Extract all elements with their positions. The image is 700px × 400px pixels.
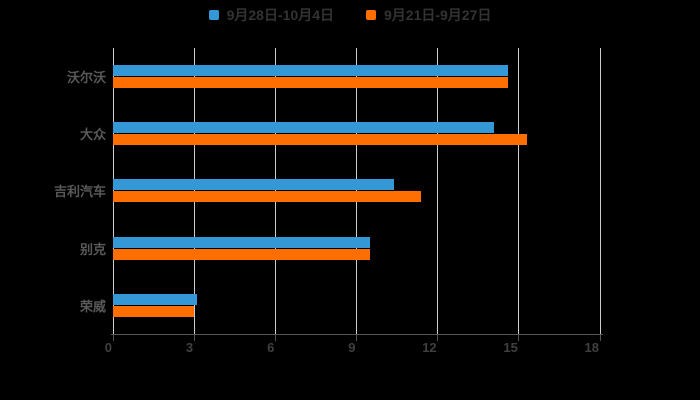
bar-row bbox=[113, 277, 600, 334]
gridline bbox=[518, 48, 520, 334]
gridline bbox=[437, 48, 439, 334]
x-tick-mark bbox=[437, 335, 439, 341]
bar-orange bbox=[113, 134, 527, 146]
x-tick-label: 12 bbox=[422, 340, 437, 355]
legend-marker-orange-icon bbox=[366, 10, 376, 20]
bar-blue bbox=[113, 236, 371, 248]
bar-blue bbox=[113, 293, 197, 305]
x-axis-ticks bbox=[112, 335, 601, 341]
gridline bbox=[356, 48, 357, 334]
category-label: 荣威 bbox=[79, 298, 106, 314]
x-tick-mark bbox=[193, 335, 195, 341]
x-tick-label: 6 bbox=[267, 340, 275, 355]
legend-marker-blue-icon bbox=[208, 10, 219, 20]
bar-orange bbox=[113, 305, 195, 317]
gridline bbox=[274, 48, 276, 334]
bar-row bbox=[113, 48, 600, 105]
x-axis-line bbox=[111, 334, 603, 335]
legend-item-week-current[interactable]: 9月28日-10月4日 bbox=[208, 6, 334, 24]
bar-orange bbox=[113, 248, 371, 260]
category-label: 吉利汽车 bbox=[53, 184, 106, 200]
x-axis-labels: 0 3 6 9 12 15 18 bbox=[105, 340, 600, 356]
bar-blue bbox=[113, 122, 495, 134]
bar-row bbox=[113, 162, 600, 219]
x-tick-label: 3 bbox=[185, 340, 194, 355]
category-label: 别克 bbox=[79, 241, 106, 257]
x-tick-mark bbox=[518, 335, 520, 341]
plot-area bbox=[112, 48, 601, 334]
legend-item-week-previous[interactable]: 9月21日-9月27日 bbox=[366, 6, 491, 24]
x-tick-mark bbox=[356, 335, 357, 341]
bar-row bbox=[113, 105, 600, 162]
gridline bbox=[599, 48, 601, 334]
category-label: 沃尔沃 bbox=[66, 70, 106, 86]
x-tick-mark bbox=[274, 335, 276, 341]
x-tick-label: 9 bbox=[348, 340, 356, 355]
legend-label-week-previous: 9月21日-9月27日 bbox=[384, 7, 492, 23]
bar-blue bbox=[113, 179, 395, 191]
x-tick-label: 18 bbox=[584, 340, 599, 355]
x-tick-mark bbox=[599, 335, 601, 341]
x-tick-label: 0 bbox=[104, 340, 112, 355]
category-label: 大众 bbox=[79, 127, 106, 143]
bar-blue bbox=[113, 65, 508, 77]
bar-orange bbox=[113, 191, 422, 203]
x-tick-mark bbox=[112, 335, 114, 341]
gridline bbox=[193, 48, 195, 334]
bar-row bbox=[113, 220, 600, 277]
bar-orange bbox=[113, 77, 508, 89]
legend-label-week-current: 9月28日-10月4日 bbox=[226, 7, 334, 23]
chart-legend: 9月28日-10月4日 9月21日-9月27日 bbox=[0, 6, 700, 24]
y-axis-labels: 沃尔沃大众吉利汽车别克荣威 bbox=[0, 48, 106, 334]
x-tick-label: 15 bbox=[503, 340, 518, 355]
gridline bbox=[112, 48, 114, 334]
